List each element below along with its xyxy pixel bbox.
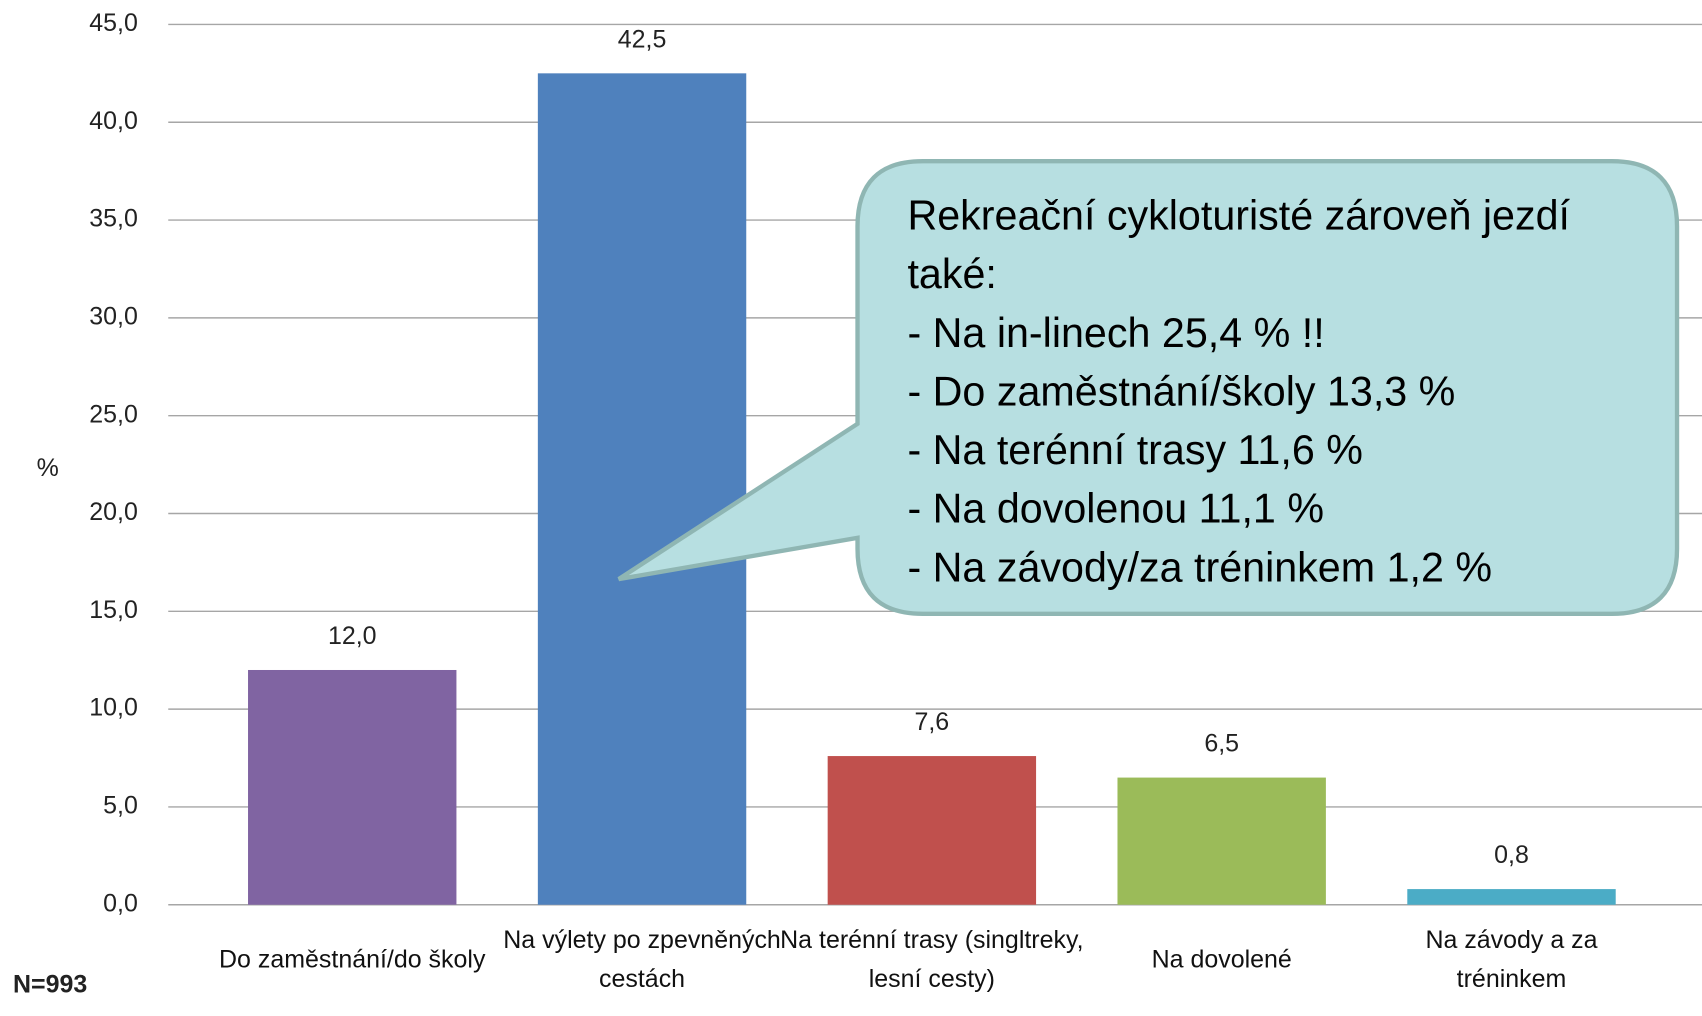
x-tick-label: Na výlety po zpevněných cestách (503, 925, 781, 993)
x-tick-label-box: Na výlety po zpevněných cestách (503, 925, 781, 993)
x-tick-label: Do zaměstnání/do školy (219, 944, 486, 974)
callout-text: Rekreační cykloturisté zároveň jezdí tak… (907, 187, 1613, 597)
callout-item: - Do zaměstnání/školy 13,3 % (907, 369, 1456, 416)
value-label: 0,8 (1494, 841, 1529, 869)
x-tick-label-box: Do zaměstnání/do školy (219, 944, 486, 974)
callout-item: - Na terénní trasy 11,6 % (907, 428, 1363, 474)
callout-bubble (617, 159, 1680, 617)
value-label: 6,5 (1204, 730, 1239, 758)
bar (537, 73, 747, 905)
y-tick-label: 30,0 (89, 302, 138, 330)
x-tick-label: Na dovolené (1151, 944, 1292, 974)
x-tick-label: Na terénní trasy (singltreky, lesní cest… (780, 925, 1084, 993)
bar (827, 756, 1037, 905)
y-tick-label: 20,0 (89, 498, 138, 526)
y-tick-label: 45,0 (89, 9, 138, 37)
x-tick-label-box: Na dovolené (1151, 944, 1292, 974)
bar (248, 669, 457, 905)
x-tick-label: Na závody a za tréninkem (1425, 925, 1598, 993)
y-tick-label: 35,0 (89, 205, 138, 233)
y-tick-label: 10,0 (89, 694, 138, 722)
y-axis-label: % (37, 454, 59, 482)
callout-item: - Na závody/za tréninkem 1,2 % (907, 545, 1493, 592)
y-tick-label: 5,0 (103, 792, 138, 820)
bar (1117, 777, 1326, 905)
value-label: 12,0 (328, 622, 377, 650)
callout-title: Rekreační cykloturisté zároveň jezdí tak… (907, 193, 1570, 298)
value-label: 42,5 (618, 25, 667, 53)
note: N=993 (13, 971, 87, 999)
y-tick-label: 25,0 (89, 400, 138, 428)
value-label: 7,6 (915, 708, 950, 736)
y-tick-label: 40,0 (89, 107, 138, 135)
y-tick-label: 15,0 (89, 596, 138, 624)
bar (1407, 889, 1616, 905)
callout-item: - Na in-linech 25,4 % !! (907, 310, 1325, 357)
y-tick-label: 0,0 (103, 889, 138, 917)
callout-item: - Na dovolenou 11,1 % (907, 486, 1325, 533)
callout-text-box: Rekreační cykloturisté zároveň jezdí tak… (907, 187, 1613, 597)
x-tick-label-box: Na terénní trasy (singltreky, lesní cest… (780, 925, 1084, 993)
x-tick-label-box: Na závody a za tréninkem (1425, 925, 1598, 993)
